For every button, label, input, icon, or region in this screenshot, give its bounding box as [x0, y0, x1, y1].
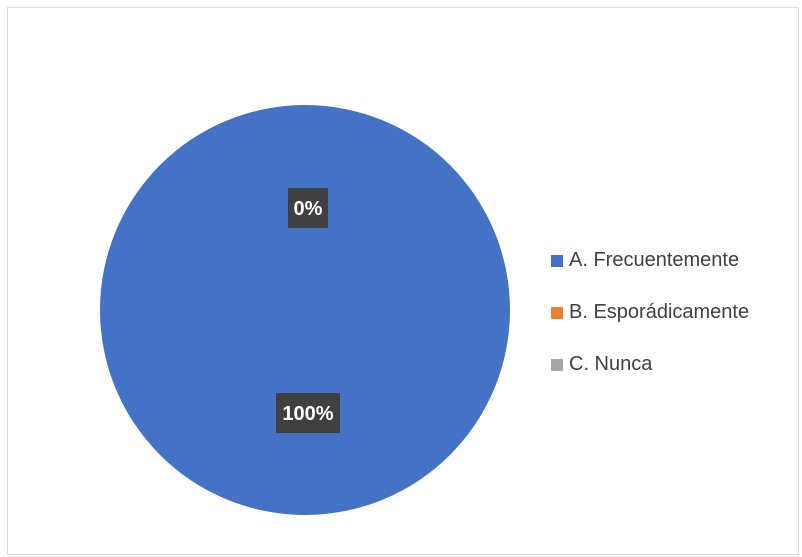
legend-label-a: A. Frecuentemente	[569, 249, 740, 271]
data-label-text-0: 100%	[282, 403, 333, 425]
data-label-0: 100%	[276, 393, 340, 433]
slices-layer	[100, 105, 510, 515]
legend-label-c: C. Nunca	[569, 353, 653, 375]
legend-swatch-a	[551, 254, 563, 267]
legend-swatch-b	[551, 306, 563, 319]
data-label-box-1	[288, 188, 328, 228]
legend-item-c: C. Nunca	[551, 351, 749, 378]
data-label-box-0	[276, 393, 340, 433]
data-label-text-1: 0%	[294, 198, 323, 220]
legend-label-b: B. Esporádicamente	[569, 301, 750, 323]
legend-swatch-c	[551, 358, 563, 371]
data-label-1: 0%	[288, 188, 328, 228]
pie-slice-0	[100, 105, 510, 515]
legend-item-b: B. Esporádicamente	[551, 299, 749, 326]
legend-item-a: A. Frecuentemente	[551, 247, 749, 274]
data-labels-layer: 100% 0%	[276, 188, 340, 433]
legend: A. Frecuentemente B. Esporádicamente C. …	[551, 247, 749, 403]
